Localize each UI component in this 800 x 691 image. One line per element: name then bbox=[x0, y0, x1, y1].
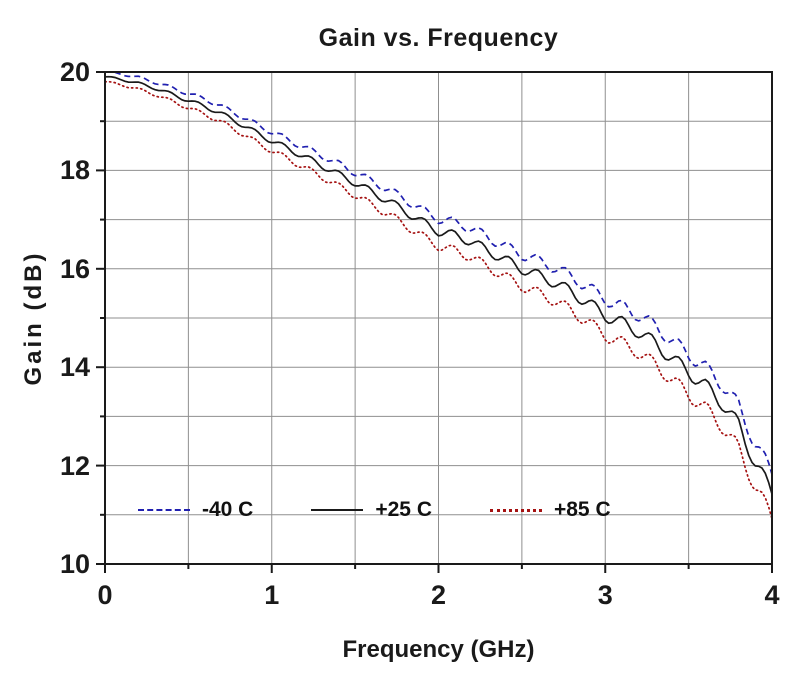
solid-line-sample-icon bbox=[311, 509, 364, 511]
x-tick-label: 3 bbox=[597, 580, 613, 610]
y-tick-label: 10 bbox=[59, 549, 90, 579]
plot-area bbox=[105, 72, 772, 564]
x-tick-label: 1 bbox=[264, 580, 280, 610]
y-tick-label: 14 bbox=[59, 352, 90, 383]
dashed-line-sample-icon bbox=[138, 509, 190, 511]
legend: -40 C +25 C +85 C bbox=[138, 498, 611, 522]
legend-item-plus85c: +85 C bbox=[489, 498, 611, 522]
y-tick-label: 12 bbox=[59, 450, 90, 481]
x-tick-label: 2 bbox=[430, 580, 447, 610]
y-tick-label: 16 bbox=[59, 253, 90, 284]
legend-item-plus25c: +25 C bbox=[311, 498, 432, 522]
legend-item-minus40c: -40 C bbox=[138, 498, 253, 522]
legend-label: +25 C bbox=[375, 498, 432, 521]
series-line bbox=[105, 75, 772, 495]
legend-label: -40 C bbox=[202, 498, 254, 521]
y-tick-label: 18 bbox=[59, 155, 90, 186]
x-axis-label: Frequency (GHz) bbox=[342, 636, 535, 663]
series-line bbox=[105, 80, 772, 520]
dotted-line-sample-icon bbox=[489, 508, 542, 512]
legend-label: +85 C bbox=[553, 498, 611, 521]
y-tick-label: 20 bbox=[59, 57, 90, 87]
chart-title: Gain vs. Frequency bbox=[318, 24, 559, 52]
x-tick-label: 0 bbox=[97, 580, 113, 610]
x-tick-label: 4 bbox=[764, 580, 780, 610]
y-axis-label: Gain (dB) bbox=[20, 250, 47, 386]
series-line bbox=[105, 71, 772, 475]
